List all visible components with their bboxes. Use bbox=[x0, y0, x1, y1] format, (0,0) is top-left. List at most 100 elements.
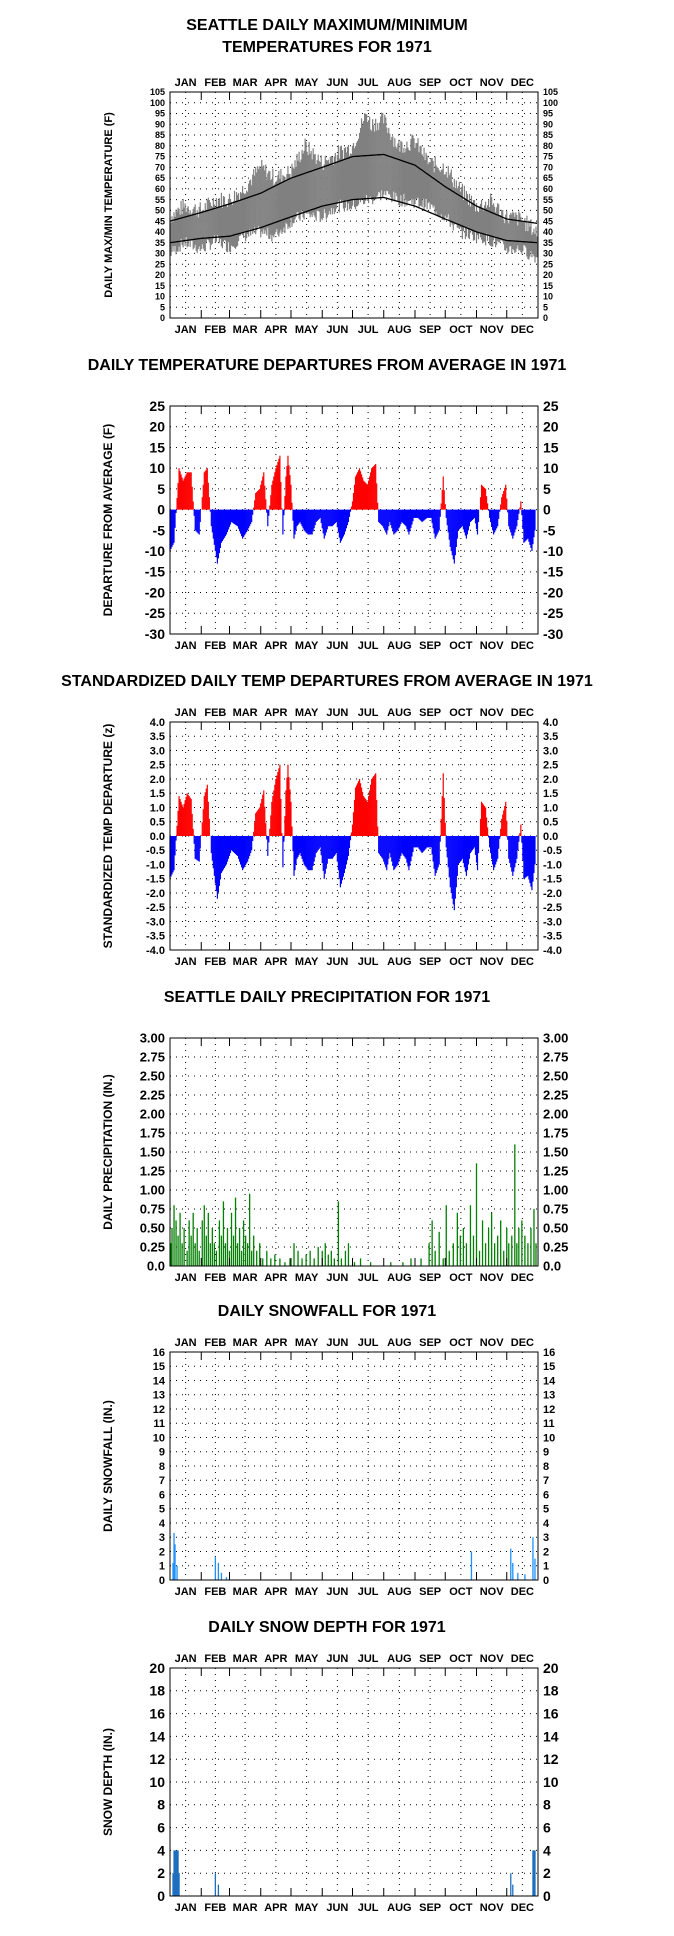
x-tick-label-top: MAR bbox=[233, 77, 258, 89]
y-tick-label-right: -15 bbox=[543, 564, 563, 580]
x-tick-label-top: NOV bbox=[480, 1337, 505, 1349]
x-tick-label: JUL bbox=[358, 640, 379, 652]
y-tick-label-right: 95 bbox=[543, 109, 553, 119]
y-tick-label-right: 70 bbox=[543, 162, 553, 172]
y-tick-label-right: 20 bbox=[543, 419, 559, 435]
x-tick-label-top: AUG bbox=[387, 77, 411, 89]
y-tick-label-left: 105 bbox=[150, 87, 165, 97]
x-tick-label: MAY bbox=[295, 640, 319, 652]
y-tick-label-left: 3.00 bbox=[140, 1031, 165, 1046]
y-tick-label-right: -20 bbox=[543, 584, 563, 600]
y-tick-label-left: -20 bbox=[145, 584, 165, 600]
plot-frame bbox=[169, 721, 539, 951]
y-tick-label-right: 9 bbox=[543, 1447, 549, 1459]
grid bbox=[170, 1351, 538, 1581]
y-tick-label-left: 15 bbox=[153, 1361, 165, 1373]
y-tick-label-left: 3.5 bbox=[150, 731, 165, 743]
x-tick-label-top: APR bbox=[264, 1653, 287, 1665]
y-tick-label-left: 16 bbox=[149, 1706, 165, 1722]
y-tick-label-left: 2.75 bbox=[140, 1050, 165, 1065]
y-tick-label-left: 50 bbox=[155, 206, 165, 216]
y-tick-label-right: 0 bbox=[543, 313, 548, 323]
y-tick-label-left: 55 bbox=[155, 195, 165, 205]
x-tick-label-top: JUN bbox=[326, 77, 348, 89]
y-tick-label-right: 100 bbox=[543, 98, 558, 108]
y-tick-label-right: 1.75 bbox=[543, 1126, 568, 1141]
y-tick-label-right: 2 bbox=[543, 1546, 549, 1558]
y-tick-label-left: 13 bbox=[153, 1390, 165, 1402]
y-tick-label-left: 15 bbox=[155, 281, 165, 291]
x-tick-label: MAR bbox=[233, 956, 258, 968]
x-tick-label: JUL bbox=[358, 324, 379, 336]
y-tick-label-left: 0.0 bbox=[147, 1259, 165, 1274]
chart-title: STANDARDIZED DAILY TEMP DEPARTURES FROM … bbox=[61, 673, 593, 690]
y-tick-label-right: 18 bbox=[543, 1683, 559, 1699]
y-tick-label-left: 0.0 bbox=[150, 831, 165, 843]
plot-frame bbox=[169, 1667, 539, 1897]
y-tick-label-right: 1.5 bbox=[543, 788, 558, 800]
y-tick-label-left: 40 bbox=[155, 227, 165, 237]
y-tick-label-left: 0 bbox=[157, 502, 165, 518]
y-tick-label-right: -3.5 bbox=[543, 931, 562, 943]
y-tick-label-right: 80 bbox=[543, 141, 553, 151]
y-tick-label-right: 0 bbox=[543, 1575, 549, 1587]
x-tick-label: AUG bbox=[387, 640, 411, 652]
y-tick-label-right: 3.0 bbox=[543, 745, 558, 757]
x-tick-label: MAY bbox=[295, 324, 319, 336]
plot-frame bbox=[169, 91, 539, 319]
x-tick-label: JUL bbox=[358, 1902, 379, 1914]
x-tick-label-top: FEB bbox=[204, 1653, 226, 1665]
y-tick-label-left: 1.5 bbox=[150, 788, 165, 800]
y-tick-label-right: 12 bbox=[543, 1404, 555, 1416]
y-tick-label-right: 5 bbox=[543, 1504, 549, 1516]
y-tick-label-left: 0 bbox=[160, 313, 165, 323]
y-tick-label-right: 20 bbox=[543, 1660, 559, 1676]
y-tick-label-right: 6 bbox=[543, 1489, 549, 1501]
y-tick-label-left: 1.50 bbox=[140, 1145, 165, 1160]
x-tick-label: APR bbox=[264, 956, 287, 968]
x-tick-label-top: APR bbox=[264, 1337, 287, 1349]
chart-panel-4: SEATTLE DAILY PRECIPITATION FOR 1971 0.0 0… bbox=[101, 989, 568, 1284]
y-tick-label-right: 60 bbox=[543, 184, 553, 194]
x-tick-label-top: OCT bbox=[449, 1337, 473, 1349]
y-tick-label-right: 7 bbox=[543, 1475, 549, 1487]
y-tick-label-right: -2.0 bbox=[543, 888, 562, 900]
x-tick-label: MAY bbox=[295, 1272, 319, 1284]
x-tick-label: OCT bbox=[449, 1902, 473, 1914]
y-tick-label-left: 95 bbox=[155, 109, 165, 119]
y-tick-label-left: 25 bbox=[149, 398, 165, 414]
y-tick-label-left: 0 bbox=[159, 1575, 165, 1587]
plot-frame bbox=[169, 1351, 539, 1581]
x-tick-label-top: OCT bbox=[449, 77, 473, 89]
y-tick-label-right: 50 bbox=[543, 206, 553, 216]
x-tick-label: DEC bbox=[511, 1586, 534, 1598]
y-tick-label-left: 10 bbox=[149, 460, 165, 476]
x-tick-label: AUG bbox=[387, 1272, 411, 1284]
y-tick-label-left: 4 bbox=[159, 1518, 166, 1530]
x-tick-label-top: JUL bbox=[358, 1337, 379, 1349]
y-tick-label-right: 2.0 bbox=[543, 774, 558, 786]
y-tick-label-left: 0 bbox=[157, 1888, 165, 1904]
y-tick-label-right: 3 bbox=[543, 1532, 549, 1544]
x-tick-label: FEB bbox=[204, 1902, 226, 1914]
y-tick-label-left: 8 bbox=[157, 1797, 165, 1813]
chart-panel-1: SEATTLE DAILY MAXIMUM/MINIMUM TEMPERATURE… bbox=[103, 17, 558, 336]
y-tick-label-right: 2.25 bbox=[543, 1088, 568, 1103]
y-tick-label-left: 5 bbox=[157, 481, 165, 497]
y-tick-label-left: 7 bbox=[159, 1475, 165, 1487]
y-tick-label-left: -5 bbox=[153, 522, 166, 538]
y-tick-label-left: 12 bbox=[149, 1751, 165, 1767]
x-tick-label-top: JUL bbox=[358, 77, 379, 89]
y-tick-label-left: 100 bbox=[150, 98, 165, 108]
y-tick-label-right: -2.5 bbox=[543, 902, 562, 914]
x-tick-label-top: FEB bbox=[204, 707, 226, 719]
x-tick-label-top: APR bbox=[264, 707, 287, 719]
y-tick-label-right: -10 bbox=[543, 543, 563, 559]
x-tick-label: MAR bbox=[233, 640, 258, 652]
x-tick-label-top: MAY bbox=[295, 707, 319, 719]
x-tick-label: APR bbox=[264, 1586, 287, 1598]
y-tick-label-left: -15 bbox=[145, 564, 165, 580]
x-tick-label: DEC bbox=[511, 956, 534, 968]
chart-title: SEATTLE DAILY PRECIPITATION FOR 1971 bbox=[164, 989, 490, 1006]
